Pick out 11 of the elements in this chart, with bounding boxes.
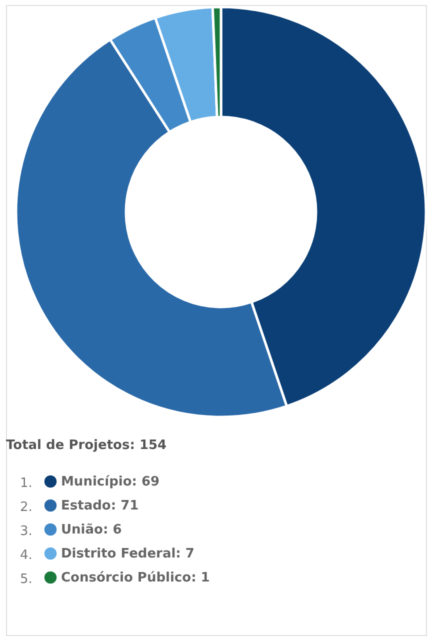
legend-label: Consórcio Público: 1	[61, 570, 210, 586]
text: 4.	[20, 548, 32, 563]
legend-label: Distrito Federal: 7	[61, 546, 194, 562]
text: 3.	[20, 524, 32, 539]
legend-label: União: 6	[61, 522, 122, 538]
text: 5.	[20, 572, 32, 587]
text: 1.	[20, 476, 32, 491]
text: Total de Projetos: 154	[6, 438, 167, 453]
text: 2.	[20, 500, 32, 515]
legend-label: Estado: 71	[61, 498, 139, 514]
legend-label: Município: 69	[61, 474, 160, 490]
